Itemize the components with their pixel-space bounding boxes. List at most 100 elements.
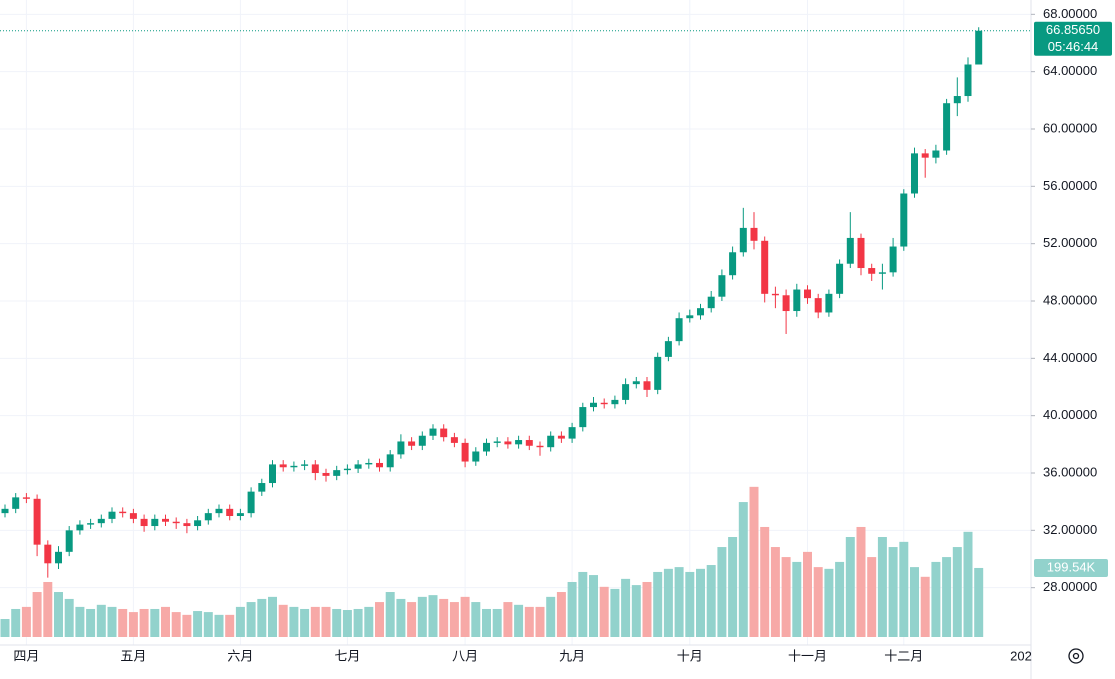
volume-bar: [845, 537, 855, 637]
gear-center[interactable]: [1072, 652, 1080, 660]
y-tick-label: 68.00000: [1043, 6, 1097, 21]
volume-bar: [449, 602, 459, 637]
candle-body: [493, 441, 501, 443]
last-price-label: 66.85650: [1046, 22, 1100, 37]
volume-bar: [396, 598, 406, 637]
x-tick-label: 202: [1010, 648, 1032, 663]
volume-bar: [952, 547, 962, 637]
volume-bar: [546, 596, 556, 637]
y-tick-label: 32.00000: [1043, 522, 1097, 537]
candle-body: [333, 470, 341, 476]
candle-body: [857, 237, 865, 269]
candle-body: [525, 440, 533, 446]
volume-bar: [171, 612, 181, 637]
volume-bar: [738, 502, 748, 637]
volume-bar: [128, 612, 138, 637]
volume-bar: [289, 606, 299, 637]
candle-body: [739, 227, 747, 253]
candle-body: [204, 513, 212, 521]
volume-bar: [235, 606, 245, 637]
volume-bar: [653, 571, 663, 637]
candle-body: [226, 508, 234, 516]
volume-bar: [439, 598, 449, 637]
candle-body: [408, 441, 416, 446]
volume-bar: [942, 557, 952, 637]
candle-body: [119, 511, 127, 514]
candle-body: [343, 468, 351, 471]
volume-bar: [32, 592, 42, 637]
candle-body: [365, 462, 373, 465]
volume-bar: [899, 541, 909, 637]
volume-bar: [182, 614, 192, 637]
last-volume-label: 199.54K: [1047, 559, 1096, 574]
volume-bar: [54, 592, 63, 637]
candle-body: [868, 268, 876, 274]
candle-body: [97, 518, 105, 524]
volume-bar: [460, 596, 470, 637]
volume-bar: [599, 586, 609, 637]
candle-body: [921, 153, 929, 158]
volume-pane: [0, 486, 984, 637]
volume-bar: [696, 568, 705, 637]
candle-body: [450, 437, 458, 443]
volume-bar: [813, 567, 823, 637]
volume-bar: [161, 606, 170, 637]
last-volume-tag: [1034, 558, 1108, 577]
volume-bar: [268, 596, 277, 637]
volume-bar: [64, 598, 74, 637]
candle-body: [654, 356, 662, 390]
volume-bar: [375, 602, 384, 637]
grid: [0, 0, 1031, 645]
candle-body: [322, 473, 330, 476]
volume-bar: [578, 571, 588, 637]
candle-body: [44, 544, 52, 564]
candle-body: [194, 520, 202, 527]
volume-bar: [257, 598, 267, 637]
candle-body: [215, 508, 223, 514]
candle-body: [397, 441, 405, 455]
candle-body: [643, 381, 651, 390]
gear-outline[interactable]: [1068, 648, 1084, 664]
volume-bar: [867, 557, 877, 637]
volume-bar: [332, 608, 342, 637]
candle-body: [943, 103, 951, 151]
volume-bar: [663, 568, 673, 637]
candle-body: [557, 435, 565, 439]
y-tick-label: 44.00000: [1043, 350, 1097, 365]
volume-bar: [75, 606, 85, 637]
volume-bar: [535, 606, 545, 637]
volume-bar: [471, 602, 481, 637]
volume-bar: [781, 557, 791, 637]
x-tick-label: 十二月: [884, 648, 923, 663]
y-tick-label: 64.00000: [1043, 63, 1097, 78]
axes: 28.00000 32.00000 36.00000 40.00000 44.00000…: [0, 6, 1112, 663]
x-tick-label: 十月: [677, 648, 703, 663]
volume-bar: [877, 537, 887, 637]
volume-bar: [96, 604, 106, 637]
candle-body: [65, 530, 73, 552]
volume-bar: [706, 565, 716, 637]
volume-bar: [717, 547, 727, 637]
x-tick-label: 四月: [13, 648, 39, 663]
x-tick-label: 九月: [559, 648, 585, 663]
volume-bar: [728, 537, 738, 637]
candle-body: [376, 462, 383, 468]
candle-body: [600, 402, 608, 405]
candle-body: [782, 295, 790, 312]
candle-body: [568, 427, 576, 439]
candle-body: [804, 289, 811, 299]
volume-bar: [385, 592, 395, 637]
volume-bar: [888, 547, 898, 637]
settings-button[interactable]: [1068, 648, 1084, 664]
volume-bar: [428, 595, 438, 637]
volume-bar: [150, 608, 160, 637]
y-tick-label: 28.00000: [1043, 579, 1097, 594]
candle-body: [87, 523, 95, 525]
candle-body: [279, 464, 287, 468]
volume-bar: [310, 606, 320, 637]
candle-body: [236, 513, 244, 516]
candle-body: [183, 523, 191, 527]
candle-body: [750, 227, 758, 241]
volume-bar: [43, 581, 53, 637]
